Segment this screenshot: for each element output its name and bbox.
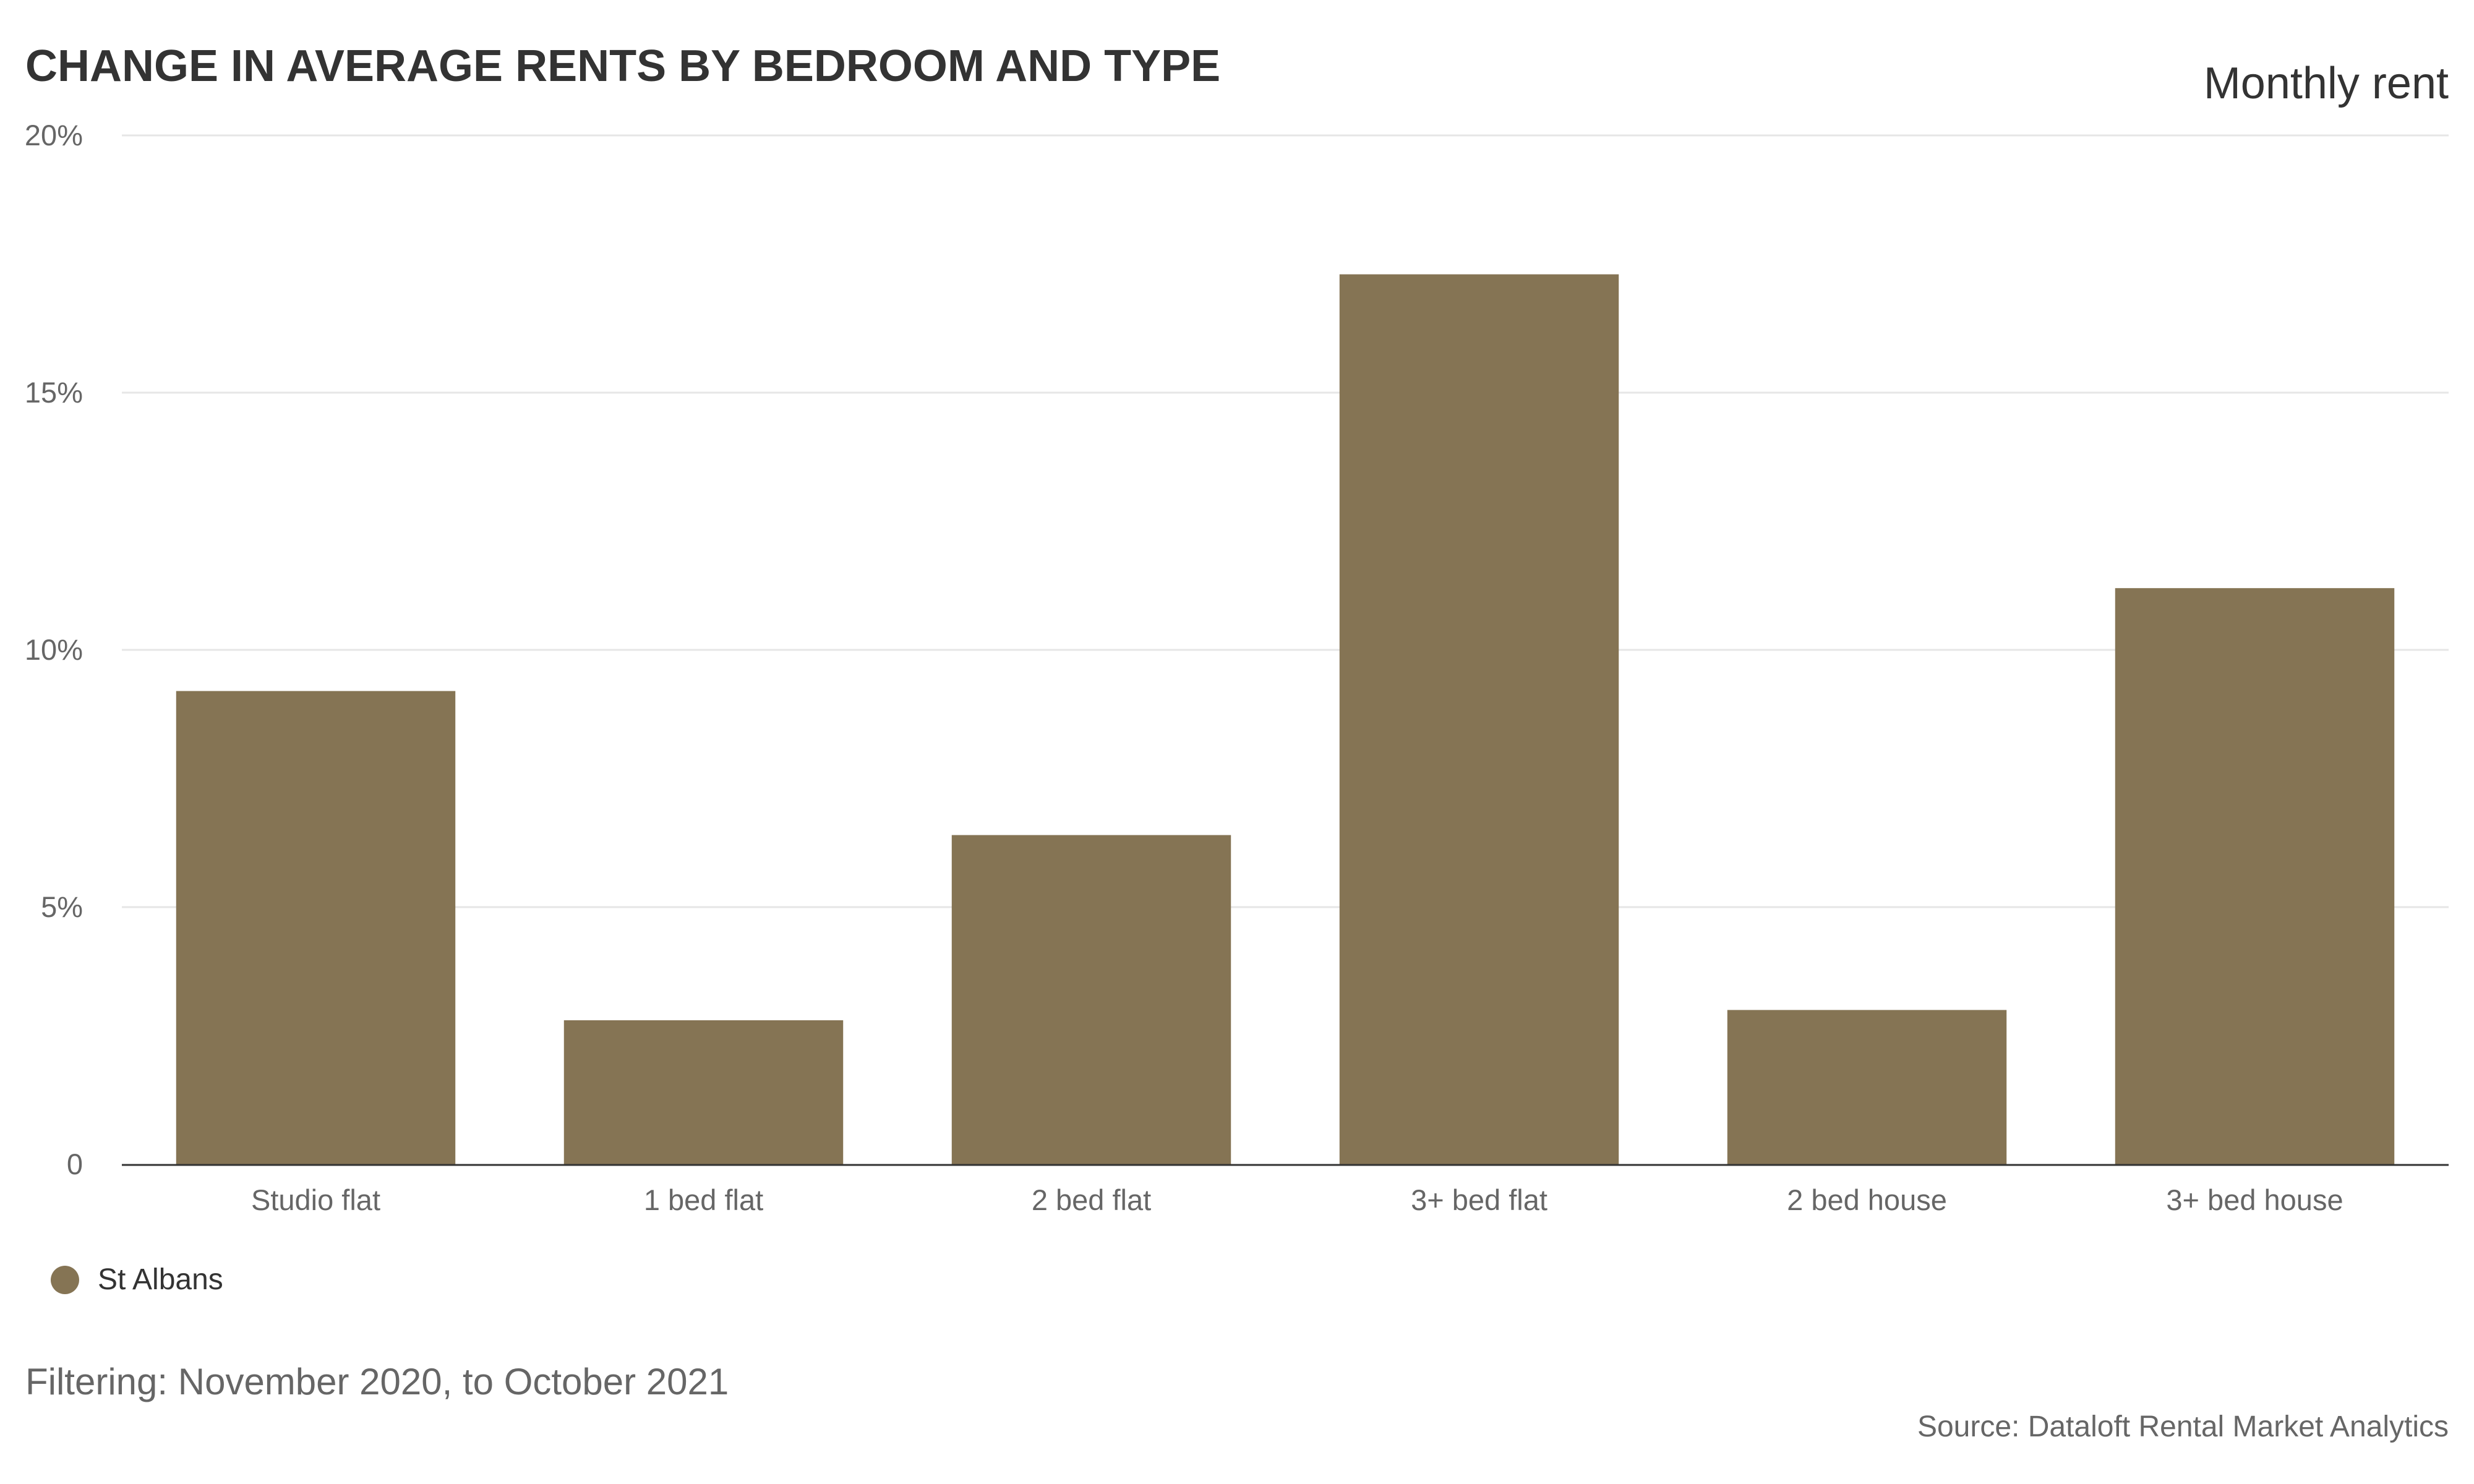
source-note: Source: Dataloft Rental Market Analytics: [1917, 1410, 2449, 1443]
x-tick-label: 3+ bed house: [2166, 1183, 2343, 1216]
filter-note: Filtering: November 2020, to October 202…: [25, 1361, 729, 1402]
bar-chart: 0 5% 10% 15% 20% Studio flat 1 bed flat 2 bed …: [25, 119, 2449, 1216]
chart-title: CHANGE IN AVERAGE RENTS BY BEDROOM AND T…: [25, 41, 1221, 91]
y-tick-label: 15%: [25, 376, 83, 409]
gridlines: [122, 134, 2449, 908]
chart-subtitle: Monthly rent: [2203, 59, 2449, 108]
x-tick-label: 3+ bed flat: [1411, 1183, 1547, 1216]
x-axis-ticks: Studio flat 1 bed flat 2 bed flat 3+ bed fl…: [251, 1183, 2343, 1216]
y-tick-label: 0: [67, 1148, 83, 1180]
bar[interactable]: [563, 1020, 844, 1164]
bar[interactable]: [951, 835, 1231, 1164]
bar[interactable]: [1727, 1010, 2007, 1164]
bar[interactable]: [176, 691, 456, 1164]
x-tick-label: 1 bed flat: [644, 1183, 763, 1216]
x-tick-label: 2 bed flat: [1032, 1183, 1151, 1216]
y-axis-ticks: 0 5% 10% 15% 20%: [25, 119, 83, 1180]
x-tick-label: Studio flat: [251, 1183, 380, 1216]
x-tick-label: 2 bed house: [1787, 1183, 1947, 1216]
bar[interactable]: [2115, 588, 2395, 1164]
y-tick-label: 10%: [25, 633, 83, 666]
bars: [176, 274, 2395, 1164]
y-tick-label: 5%: [41, 890, 83, 923]
legend-label: St Albans: [98, 1263, 223, 1296]
y-tick-label: 20%: [25, 119, 83, 151]
legend[interactable]: St Albans: [51, 1263, 223, 1297]
bar[interactable]: [1339, 274, 1619, 1164]
legend-marker-icon: [51, 1265, 79, 1294]
